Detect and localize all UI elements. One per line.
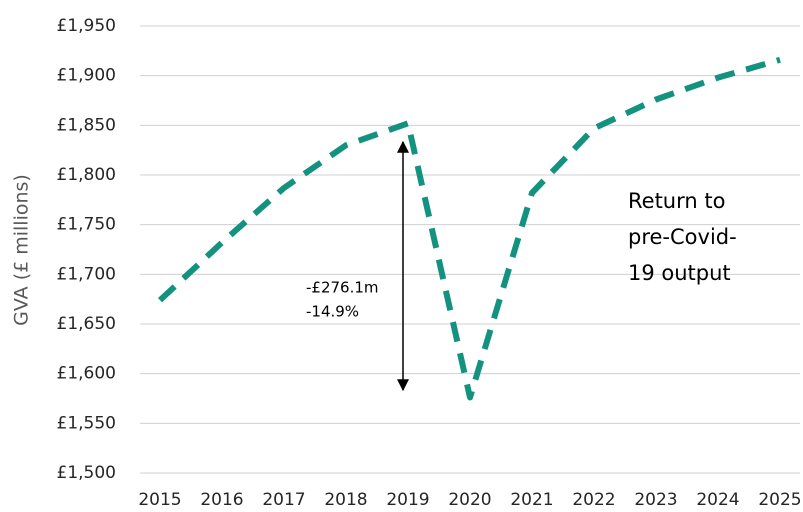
annotation: pre-Covid- bbox=[628, 225, 737, 249]
x-tick-label: 2018 bbox=[324, 490, 367, 510]
annotation: Return to bbox=[628, 189, 725, 213]
y-tick-label: £1,850 bbox=[57, 115, 116, 135]
x-tick-label: 2016 bbox=[200, 490, 243, 510]
x-tick-label: 2021 bbox=[510, 490, 553, 510]
y-tick-label: £1,550 bbox=[57, 413, 116, 433]
annotation: 19 output bbox=[628, 261, 731, 285]
annotation: -£276.1m bbox=[306, 279, 379, 297]
x-tick-label: 2020 bbox=[448, 490, 491, 510]
y-axis-label: GVA (£ millions) bbox=[11, 174, 33, 326]
y-tick-label: £1,900 bbox=[57, 66, 116, 86]
x-tick-label: 2019 bbox=[386, 490, 429, 510]
y-tick-label: £1,600 bbox=[57, 364, 116, 384]
grid bbox=[140, 25, 800, 474]
x-tick-label: 2023 bbox=[634, 490, 677, 510]
annotation: -14.9% bbox=[306, 303, 359, 321]
y-tick-label: £1,700 bbox=[57, 264, 116, 284]
y-tick-label: £1,950 bbox=[57, 16, 116, 36]
line-series bbox=[157, 56, 781, 401]
x-tick-label: 2017 bbox=[262, 490, 305, 510]
y-tick-label: £1,500 bbox=[57, 463, 116, 483]
x-tick-label: 2015 bbox=[138, 490, 181, 510]
y-tick-label: £1,650 bbox=[57, 314, 116, 334]
y-tick-label: £1,750 bbox=[57, 215, 116, 235]
x-tick-label: 2024 bbox=[696, 490, 739, 510]
x-tick-label: 2025 bbox=[758, 490, 801, 510]
y-tick-label: £1,800 bbox=[57, 165, 116, 185]
x-tick-label: 2022 bbox=[572, 490, 615, 510]
